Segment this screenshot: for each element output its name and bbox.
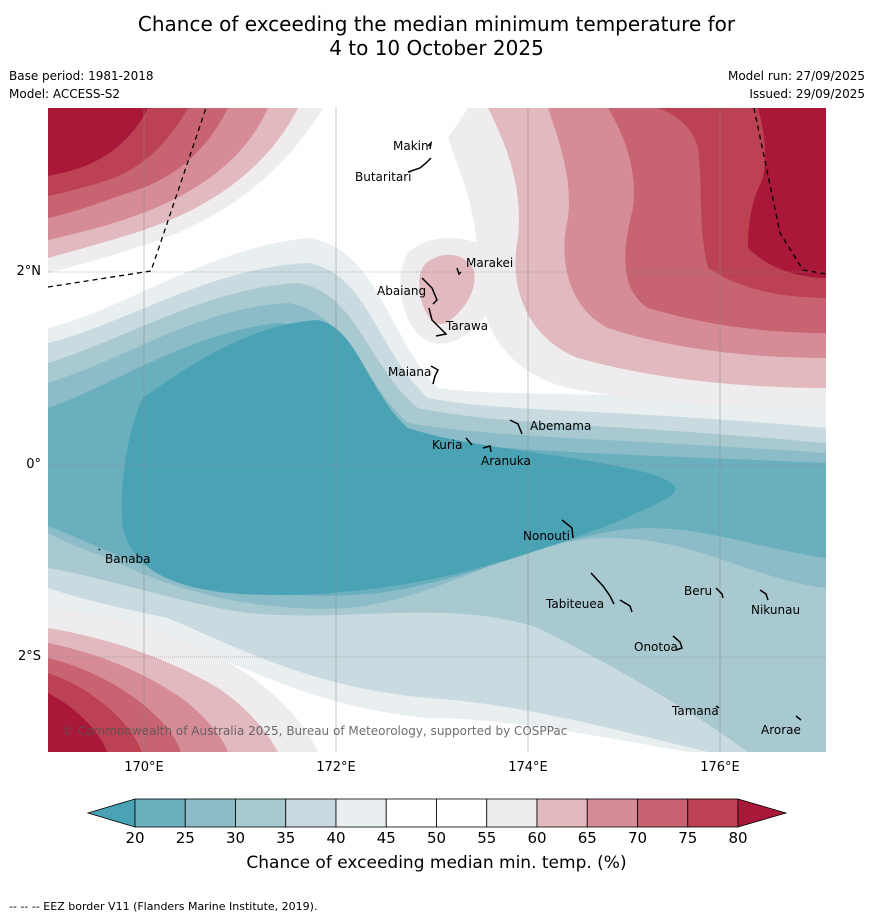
- colorbar-cell-70-75: [637, 798, 689, 828]
- colorbar-cells: [86, 798, 788, 828]
- place-marakei: Marakei: [466, 256, 514, 270]
- place-beru: Beru: [684, 584, 713, 598]
- eez-border: [48, 108, 826, 288]
- place-abaiang: Abaiang: [377, 284, 427, 298]
- island-tamana: [715, 705, 720, 709]
- lon-label-176e: 176°E: [700, 760, 740, 775]
- place-tamana: Tamana: [672, 704, 719, 718]
- eez-footnote: -- -- -- EEZ border V11 (Flanders Marine…: [9, 900, 318, 913]
- island-onotoa: [672, 635, 683, 651]
- island-abaiang: [421, 277, 438, 305]
- island-kuria: [465, 437, 473, 446]
- island-butaritari: [407, 157, 432, 173]
- island-tabiteuea-n: [590, 572, 615, 605]
- title-line-2: 4 to 10 October 2025: [329, 36, 544, 60]
- lat-label-2n: 2°N: [16, 264, 42, 279]
- place-makin: Makin: [393, 139, 429, 153]
- place-abemama: Abemama: [530, 419, 592, 433]
- graticule: [48, 108, 826, 752]
- island-maiana: [430, 365, 439, 385]
- eez-border-east: [753, 108, 826, 275]
- place-nikunau: Nikunau: [751, 603, 801, 617]
- place-maiana: Maiana: [388, 365, 432, 379]
- colorbar-tick-80: 80: [728, 829, 748, 847]
- colorbar-tick-60: 60: [527, 829, 547, 847]
- colorbar-cell-45-50: [385, 798, 437, 828]
- colorbar-tick-45: 45: [376, 829, 396, 847]
- colorbar-tick-25: 25: [175, 829, 195, 847]
- island-aranuka: [482, 445, 492, 453]
- island-makin: [427, 140, 433, 150]
- colorbar-tick-50: 50: [426, 829, 447, 847]
- place-tabiteuea: Tabiteuea: [546, 597, 605, 611]
- place-tarawa: Tarawa: [446, 319, 489, 333]
- lon-label-174e: 174°E: [508, 760, 548, 775]
- colorbar-tick-70: 70: [627, 829, 648, 847]
- lon-label-170e: 170°E: [124, 760, 164, 775]
- place-butaritari: Butaritari: [355, 170, 412, 184]
- issued-date: Issued: 29/09/2025: [749, 87, 865, 101]
- colorbar-tick-30: 30: [225, 829, 246, 847]
- colorbar-cell-20-25: [134, 798, 186, 828]
- lon-label-172e: 172°E: [316, 760, 356, 775]
- colorbar-cell-40-45: [335, 798, 387, 828]
- meta-left: Base period: 1981-2018 Model: ACCESS-S2: [9, 67, 154, 103]
- island-marakei: [456, 267, 462, 276]
- place-onotoa: Onotoa: [634, 640, 678, 654]
- lat-label-2s: 2°S: [17, 649, 41, 664]
- colorbar-extend-high: [737, 798, 788, 828]
- colorbar-cell-35-40: [285, 798, 337, 828]
- colorbar-cell-25-30: [184, 798, 236, 828]
- colorbar-cell-55-60: [486, 798, 538, 828]
- island-arorae: [795, 715, 802, 721]
- place-banaba: Banaba: [105, 552, 151, 566]
- colorbar-label: Chance of exceeding median min. temp. (%…: [246, 853, 627, 873]
- colorbar-tick-40: 40: [326, 829, 346, 847]
- island-beru: [715, 587, 724, 599]
- island-abemama: [509, 419, 523, 435]
- place-nonouti: Nonouti: [523, 529, 570, 543]
- copyright-notice: © Commonwealth of Australia 2025, Bureau…: [62, 724, 568, 738]
- map-title: Chance of exceeding the median minimum t…: [0, 12, 873, 60]
- model-name: Model: ACCESS-S2: [9, 87, 121, 101]
- lat-label-0: 0°: [26, 457, 41, 472]
- colorbar-tick-75: 75: [678, 829, 698, 847]
- island-tarawa: [428, 307, 448, 337]
- colorbar-cell-30-35: [235, 798, 287, 828]
- colorbar-tick-20: 20: [125, 829, 145, 847]
- island-nonouti: [561, 519, 574, 539]
- colorbar-cell-65-70: [586, 798, 638, 828]
- warm-nw-80: [48, 108, 148, 176]
- colorbar: [86, 798, 788, 828]
- warm-ne-80: [748, 108, 826, 278]
- colorbar-cell-60-65: [536, 798, 588, 828]
- colorbar-cell-50-55: [436, 798, 488, 828]
- island-banaba: [98, 548, 101, 551]
- contour-20: [121, 320, 676, 596]
- place-kuria: Kuria: [432, 438, 463, 452]
- colorbar-extend-low: [86, 798, 136, 828]
- warm-sw-80: [48, 693, 107, 752]
- colorbar-tick-55: 55: [477, 829, 497, 847]
- model-run: Model run: 27/09/2025: [727, 69, 865, 83]
- map-svg: [48, 108, 826, 752]
- colorbar-cell-75-80: [687, 798, 739, 828]
- base-period: Base period: 1981-2018: [9, 69, 154, 83]
- eez-border-west: [48, 108, 207, 288]
- islands: [98, 140, 802, 721]
- colorbar-tick-35: 35: [276, 829, 296, 847]
- colorbar-tick-65: 65: [577, 829, 597, 847]
- place-aranuka: Aranuka: [481, 454, 531, 468]
- place-arorae: Arorae: [761, 723, 801, 737]
- probability-map: [48, 108, 826, 752]
- meta-right: Model run: 27/09/2025 Issued: 29/09/2025: [728, 67, 865, 103]
- island-tabiteuea-s: [619, 599, 633, 613]
- title-line-1: Chance of exceeding the median minimum t…: [137, 12, 736, 36]
- island-nikunau: [759, 589, 769, 601]
